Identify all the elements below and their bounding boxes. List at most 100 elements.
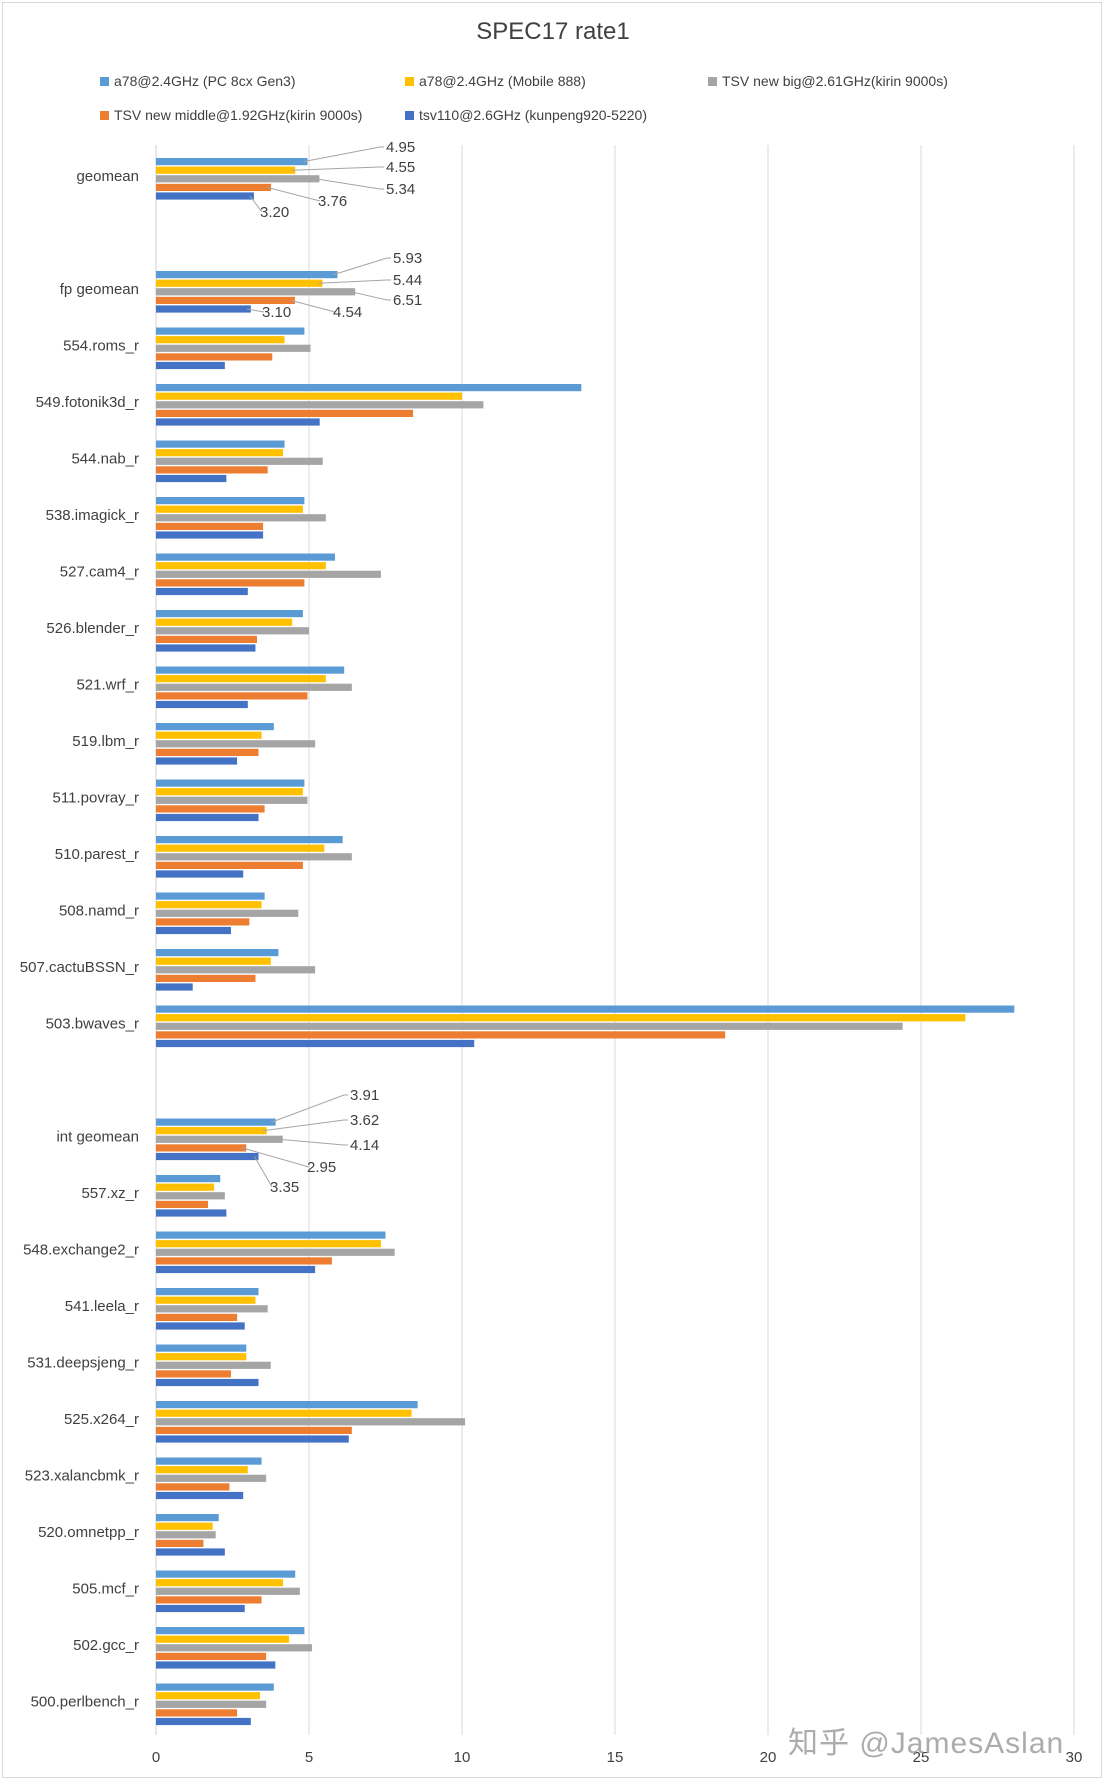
- bar: [156, 505, 303, 513]
- category-label: 510.parest_r: [55, 846, 139, 863]
- legend-label: TSV new middle@1.92GHz(kirin 9000s): [114, 107, 363, 123]
- legend-label: tsv110@2.6GHz (kunpeng920-5220): [419, 107, 647, 123]
- bar: [156, 644, 256, 652]
- bar: [156, 1200, 209, 1208]
- bar: [156, 836, 343, 844]
- bar: [156, 1039, 475, 1048]
- data-label: 4.95: [386, 139, 415, 156]
- bar: [156, 757, 238, 765]
- bar: [156, 731, 262, 739]
- bar: [156, 570, 381, 578]
- data-label-leader: [271, 1094, 348, 1123]
- bar: [156, 805, 265, 813]
- data-label-leader: [303, 146, 384, 163]
- category-label: 531.deepsjeng_r: [27, 1355, 139, 1372]
- bar: [156, 175, 320, 183]
- category-label: 511.povray_r: [53, 790, 139, 807]
- bar: [156, 1652, 267, 1660]
- category-label: 507.cactuBSSN_r: [20, 959, 139, 976]
- bar: [156, 474, 227, 483]
- data-label: 4.54: [333, 304, 362, 321]
- category-label: 505.mcf_r: [72, 1581, 139, 1598]
- data-label: 3.20: [260, 204, 289, 221]
- bar: [156, 418, 320, 426]
- legend-label: a78@2.4GHz (PC 8cx Gen3): [114, 73, 296, 89]
- bar: [156, 635, 257, 643]
- bar: [156, 361, 225, 370]
- bar: [156, 1022, 903, 1030]
- data-label: 3.35: [270, 1179, 299, 1196]
- chart-title: SPEC17 rate1: [476, 18, 630, 45]
- bar: [156, 861, 303, 869]
- data-label: 3.76: [318, 193, 347, 210]
- bar: [156, 1435, 349, 1443]
- bar: [156, 514, 326, 522]
- bar: [156, 1466, 248, 1474]
- bar: [156, 788, 303, 796]
- bar: [156, 1313, 238, 1321]
- legend-item-tsv-middle: TSV new middle@1.92GHz(kirin 9000s): [100, 107, 362, 123]
- bar: [156, 1370, 231, 1378]
- bar: [156, 271, 338, 279]
- bar: [156, 466, 268, 474]
- category-label: 548.exchange2_r: [23, 1242, 139, 1259]
- data-label: 5.93: [393, 250, 422, 267]
- legend-item-tsv110: tsv110@2.6GHz (kunpeng920-5220): [405, 107, 647, 123]
- bar: [156, 966, 316, 974]
- bar: [156, 1491, 244, 1500]
- bar: [156, 305, 251, 313]
- bar: [156, 692, 308, 700]
- bar: [156, 918, 250, 926]
- bar: [156, 1353, 247, 1361]
- bar: [156, 1522, 213, 1530]
- bar: [156, 983, 193, 991]
- category-label: 538.imagick_r: [46, 507, 139, 524]
- bar: [156, 1418, 466, 1426]
- data-label-leader: [315, 178, 384, 190]
- bar: [156, 1118, 276, 1126]
- bar: [156, 1322, 245, 1330]
- category-label: 544.nab_r: [71, 451, 139, 468]
- bar: [156, 779, 305, 787]
- bar: [156, 344, 311, 352]
- bar: [156, 1361, 271, 1369]
- bar: [156, 579, 305, 587]
- bar: [156, 1144, 247, 1152]
- category-label: 523.xalancbmk_r: [25, 1468, 139, 1485]
- bar: [156, 1209, 227, 1217]
- bar: [156, 1635, 290, 1643]
- bar: [156, 1175, 221, 1183]
- data-label: 3.62: [350, 1112, 379, 1129]
- category-label: 525.x264_r: [64, 1411, 139, 1428]
- data-label-leader: [254, 1156, 273, 1188]
- bar: [156, 1514, 219, 1522]
- category-label: 502.gcc_r: [73, 1637, 139, 1654]
- x-tick-label: 0: [152, 1749, 160, 1766]
- bar: [156, 844, 325, 852]
- bar: [156, 384, 582, 392]
- legend-label: a78@2.4GHz (Mobile 888): [419, 73, 586, 89]
- bar: [156, 700, 248, 709]
- bar: [156, 1426, 352, 1434]
- bar: [156, 279, 323, 287]
- bar: [156, 974, 256, 982]
- bar: [156, 1305, 268, 1313]
- bar: [156, 1483, 230, 1491]
- data-label: 4.55: [386, 159, 415, 176]
- legend-label: TSV new big@2.61GHz(kirin 9000s): [722, 73, 948, 89]
- bar: [156, 1288, 259, 1296]
- bar: [156, 1183, 215, 1191]
- x-tick-label: 30: [1066, 1749, 1083, 1766]
- bar: [156, 1014, 966, 1022]
- bar: [156, 1135, 283, 1143]
- data-label-leader: [290, 299, 336, 313]
- category-label: 541.leela_r: [65, 1298, 139, 1315]
- x-tick-label: 5: [305, 1749, 313, 1766]
- legend-item-a78-mobile: a78@2.4GHz (Mobile 888): [405, 73, 586, 89]
- bar: [156, 610, 303, 618]
- bar: [156, 675, 326, 683]
- bar: [156, 1644, 313, 1652]
- legend-item-a78-pc: a78@2.4GHz (PC 8cx Gen3): [100, 73, 296, 89]
- legend-swatch: [708, 76, 717, 86]
